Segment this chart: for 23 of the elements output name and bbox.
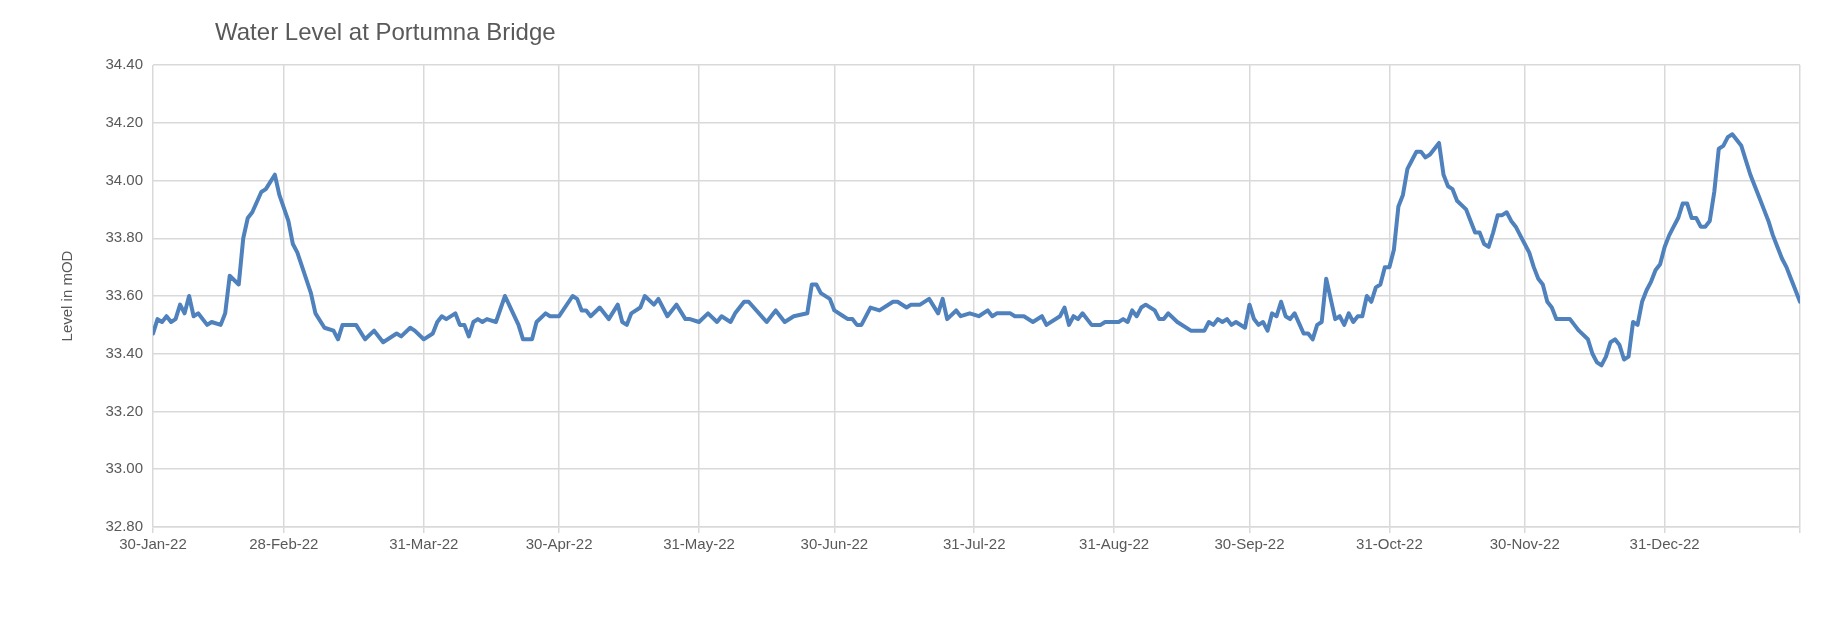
y-tick-label: 33.40 [105, 343, 143, 361]
x-tick-label: 31-Mar-22 [389, 535, 459, 553]
y-tick-label: 33.00 [105, 459, 143, 477]
x-tick-label: 31-May-22 [663, 535, 735, 553]
x-tick-label: 30-Jan-22 [119, 535, 187, 553]
y-tick-label: 34.40 [105, 55, 143, 73]
x-tick-label: 31-Jul-22 [942, 535, 1006, 553]
y-tick-label: 33.80 [105, 228, 143, 246]
x-tick-label: 30-Apr-22 [525, 535, 593, 553]
x-tick-label: 30-Jun-22 [800, 535, 869, 553]
y-axis-title: Level in mOD [58, 250, 76, 342]
x-tick-label: 28-Feb-22 [249, 535, 319, 553]
x-tick-label: 31-Dec-22 [1629, 535, 1700, 553]
y-tick-label: 33.20 [105, 401, 143, 419]
x-tick-label: 31-Aug-22 [1079, 535, 1150, 553]
y-tick-label: 34.20 [105, 112, 143, 130]
x-tick-label: 30-Sep-22 [1214, 535, 1285, 553]
y-tick-label: 34.00 [105, 170, 143, 188]
x-tick-label: 30-Nov-22 [1489, 535, 1560, 553]
x-tick-label: 31-Oct-22 [1356, 535, 1423, 553]
chart-title: Water Level at Portumna Bridge [215, 18, 556, 46]
y-tick-label: 33.60 [105, 286, 143, 304]
y-tick-label: 32.80 [105, 517, 143, 535]
